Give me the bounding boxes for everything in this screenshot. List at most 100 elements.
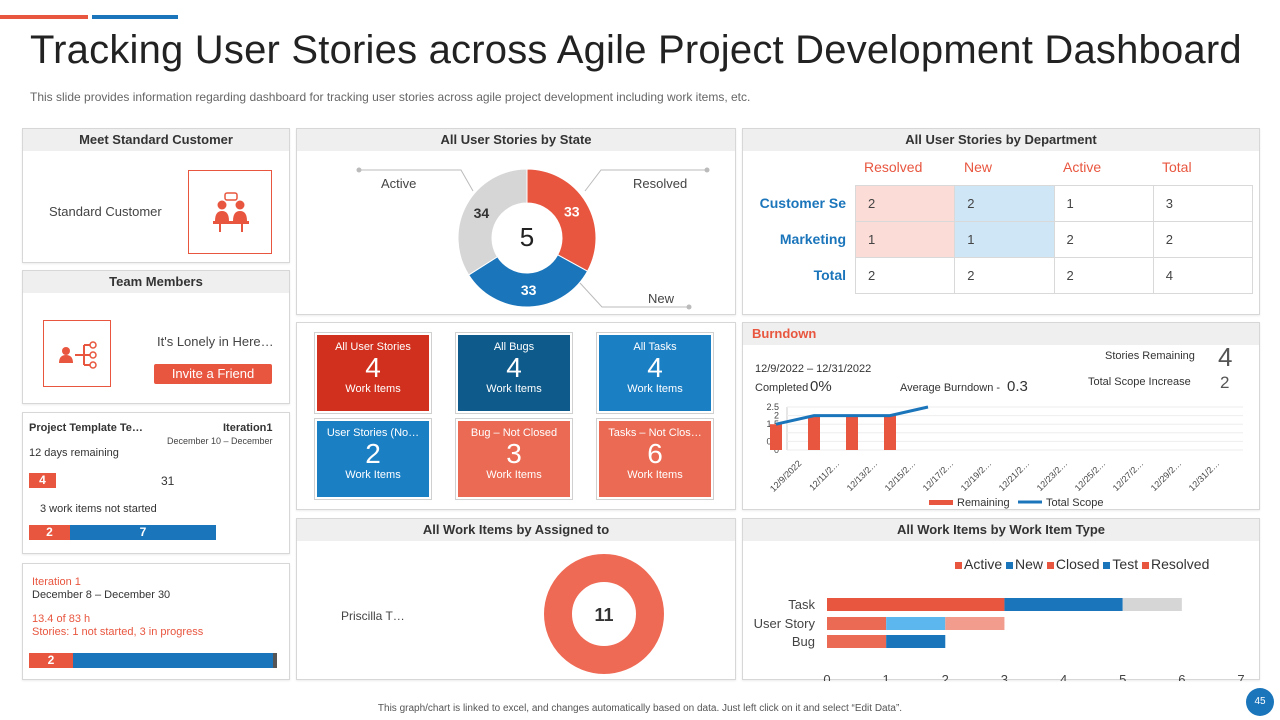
assigned-title: All Work Items by Assigned to: [297, 519, 735, 541]
burndown-panel: Burndown 12/9/2022 – 12/31/2022 Complete…: [742, 322, 1260, 510]
assigned-donut-chart: 11: [544, 554, 664, 674]
table-cell: 2: [1053, 221, 1154, 258]
y-tick-label: 2.5: [766, 402, 779, 412]
y-tick-label: 2: [774, 411, 779, 421]
work-item-tile[interactable]: User Stories (No… 2 Work Items: [315, 419, 431, 499]
label-active: Active: [381, 176, 416, 191]
table-row: 1 1 2 2: [854, 221, 1254, 258]
category-label: Bug: [792, 634, 815, 649]
stacked-bar-segment: [886, 635, 946, 648]
iteration-detail-panel: Iteration 1 December 8 – December 30 13.…: [22, 563, 290, 680]
x-tick-label: 0: [823, 672, 830, 681]
legend-remaining-label: Remaining: [957, 497, 1010, 509]
iteration-detail-dates: December 8 – December 30: [32, 589, 171, 601]
x-tick-label: 5: [1119, 672, 1126, 681]
x-tick-label: 12/25/2…: [1073, 458, 1108, 493]
meeting-people-icon: [188, 170, 272, 254]
invite-friend-button[interactable]: Invite a Friend: [154, 364, 272, 384]
accent-bar-blue: [92, 15, 178, 19]
burndown-bar: [846, 415, 858, 450]
label-new: New: [648, 291, 675, 306]
page-title: Tracking User Stories across Agile Proje…: [30, 28, 1242, 72]
work-item-tile[interactable]: All User Stories 4 Work Items: [315, 333, 431, 413]
table-cell: 2: [1053, 257, 1154, 294]
iteration-detail-name: Iteration 1: [32, 576, 81, 588]
table-cell: 2: [1152, 221, 1254, 258]
table-cell: 3: [1152, 185, 1254, 222]
leader-line-active: [359, 169, 474, 192]
footer-note: This graph/chart is linked to excel, and…: [377, 703, 903, 714]
progress-red: 2: [29, 525, 70, 540]
x-tick-label: 12/17/2…: [921, 458, 956, 493]
department-title: All User Stories by Department: [743, 129, 1259, 151]
team-hierarchy-icon: [43, 320, 111, 387]
work-type-bar-chart: Task User Story Bug 0 1 2 3 4 5 6 7: [754, 597, 1245, 681]
x-tick-label: 1: [883, 672, 890, 681]
work-item-count: 31: [161, 474, 175, 488]
accent-bar-red: [0, 15, 88, 19]
average-burndown-value: 0.3: [1007, 378, 1028, 395]
x-tick-label: 12/19/2…: [959, 458, 994, 493]
iteration-summary-panel: Project Template Te… Iteration1 December…: [22, 412, 290, 554]
x-tick-label: 3: [1001, 672, 1008, 681]
tile-sub-label: Work Items: [486, 469, 542, 481]
x-tick-label: 6: [1178, 672, 1185, 681]
table-cell: 2: [954, 185, 1055, 222]
work-item-tile[interactable]: All Bugs 4 Work Items: [456, 333, 572, 413]
team-panel: Team Members It's Lonely in Here… Invite…: [22, 270, 290, 404]
tile-sub-label: Work Items: [486, 383, 542, 395]
not-started-note: 3 work items not started: [40, 503, 157, 515]
x-tick-label: 12/23/2…: [1035, 458, 1070, 493]
burndown-title: Burndown: [743, 323, 1259, 345]
stacked-bar-segment: [1122, 598, 1182, 611]
x-tick-label: 4: [1060, 672, 1067, 681]
customer-label: Standard Customer: [49, 204, 162, 219]
x-tick-label: 12/21/2…: [997, 458, 1032, 493]
legend-item: Closed: [1046, 556, 1100, 572]
days-remaining: 12 days remaining: [29, 447, 119, 459]
scope-increase-value: 2: [1220, 373, 1230, 392]
total-scope-line: [775, 405, 929, 426]
work-item-type-title: All Work Items by Work Item Type: [743, 519, 1259, 541]
iteration-hours: 13.4 of 83 h: [32, 613, 91, 625]
table-cell: 2: [854, 185, 956, 222]
burndown-bar: [884, 415, 896, 450]
leader-dot-resolved: [704, 167, 710, 173]
legend-scope-label: Total Scope: [1046, 497, 1103, 509]
dept-header-total: Total: [1162, 159, 1192, 175]
project-name: Project Template Te…: [29, 422, 143, 434]
work-item-tile[interactable]: Tasks – Not Clos… 6 Work Items: [597, 419, 713, 499]
customer-panel-title: Meet Standard Customer: [23, 129, 289, 151]
work-type-legend: Active New Closed Test Resolved: [955, 556, 1209, 572]
x-tick-label: 7: [1237, 672, 1244, 681]
assigned-panel: All Work Items by Assigned to Priscilla …: [296, 518, 736, 680]
page-subtitle: This slide provides information regardin…: [30, 90, 751, 104]
team-panel-title: Team Members: [23, 271, 289, 293]
burndown-bar: [770, 424, 782, 450]
stacked-bar-segment: [886, 617, 946, 630]
tile-value: 6: [647, 438, 663, 469]
x-tick-label: 12/9/2022: [768, 458, 803, 493]
detail-progress-end: [273, 653, 277, 668]
label-resolved: Resolved: [633, 176, 687, 191]
iteration-stories-status: Stories: 1 not started, 3 in progress: [32, 626, 204, 638]
dept-row-label: Marketing: [779, 231, 846, 247]
dept-header-new: New: [964, 159, 993, 175]
dept-row-label: Customer Se: [759, 195, 846, 211]
work-item-tile[interactable]: All Tasks 4 Work Items: [597, 333, 713, 413]
stories-by-state-title: All User Stories by State: [297, 129, 735, 151]
tile-sub-label: Work Items: [627, 469, 683, 481]
tile-sub-label: Work Items: [627, 383, 683, 395]
donut-slice-label: 34: [474, 205, 490, 221]
work-item-tile[interactable]: Bug – Not Closed 3 Work Items: [456, 419, 572, 499]
assigned-total: 11: [594, 605, 613, 625]
table-row: 2 2 2 4: [854, 257, 1254, 294]
table-cell: 2: [854, 257, 956, 294]
page-number: 45: [1246, 688, 1274, 716]
average-burndown-label: Average Burndown -: [900, 382, 1001, 394]
table-row: 2 2 1 3: [854, 185, 1254, 222]
tile-value: 4: [506, 352, 522, 383]
table-cell: 2: [954, 257, 1055, 294]
badge-value: 4: [29, 473, 56, 488]
department-table: 2 2 1 3 1 1 2 2 2 2 2 4: [854, 185, 1254, 294]
